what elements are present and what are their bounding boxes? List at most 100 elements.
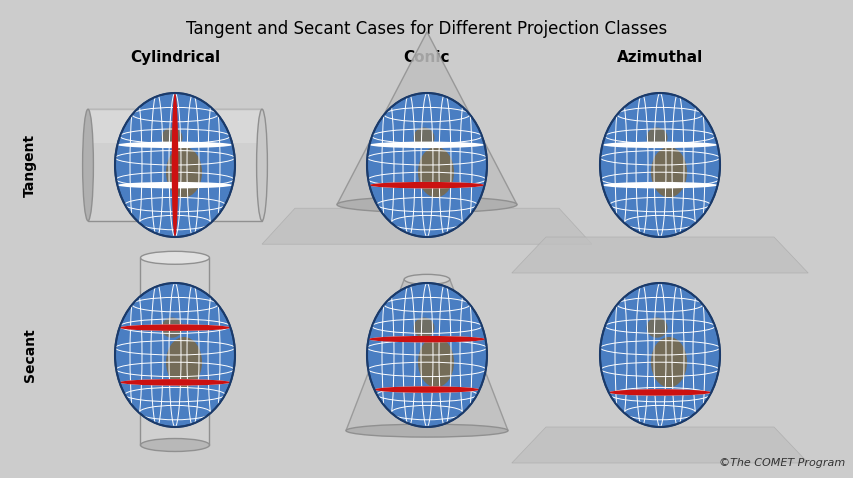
Ellipse shape xyxy=(367,283,486,427)
Ellipse shape xyxy=(115,283,235,427)
Ellipse shape xyxy=(119,325,230,331)
Text: Azimuthal: Azimuthal xyxy=(616,50,702,65)
Text: Tangent: Tangent xyxy=(23,133,37,196)
Ellipse shape xyxy=(256,109,267,221)
Ellipse shape xyxy=(115,93,235,237)
Ellipse shape xyxy=(600,93,719,237)
Ellipse shape xyxy=(117,141,232,148)
Ellipse shape xyxy=(367,93,486,237)
Text: Tangent and Secant Cases for Different Projection Classes: Tangent and Secant Cases for Different P… xyxy=(186,20,667,38)
Ellipse shape xyxy=(600,283,719,427)
Ellipse shape xyxy=(367,283,486,427)
Ellipse shape xyxy=(367,93,486,237)
Ellipse shape xyxy=(369,182,484,188)
Ellipse shape xyxy=(600,93,719,237)
Ellipse shape xyxy=(600,93,719,237)
Ellipse shape xyxy=(115,93,235,237)
Ellipse shape xyxy=(367,283,486,427)
Bar xyxy=(88,109,262,142)
Ellipse shape xyxy=(115,93,235,237)
Ellipse shape xyxy=(115,283,235,427)
Polygon shape xyxy=(345,280,508,431)
Ellipse shape xyxy=(374,386,479,393)
Ellipse shape xyxy=(600,93,719,237)
Text: ©The COMET Program: ©The COMET Program xyxy=(718,458,844,468)
Ellipse shape xyxy=(600,283,719,427)
Ellipse shape xyxy=(115,283,235,427)
Ellipse shape xyxy=(413,317,434,338)
Ellipse shape xyxy=(119,379,230,386)
Ellipse shape xyxy=(115,93,235,237)
Ellipse shape xyxy=(367,93,486,237)
Ellipse shape xyxy=(601,141,717,148)
Ellipse shape xyxy=(367,93,486,237)
Ellipse shape xyxy=(115,283,235,427)
Ellipse shape xyxy=(367,93,486,237)
Ellipse shape xyxy=(115,283,235,427)
Ellipse shape xyxy=(165,337,202,387)
Ellipse shape xyxy=(600,93,719,237)
Ellipse shape xyxy=(600,283,719,427)
Ellipse shape xyxy=(367,283,486,427)
Ellipse shape xyxy=(115,283,235,427)
Ellipse shape xyxy=(369,182,484,188)
Ellipse shape xyxy=(367,93,486,237)
Ellipse shape xyxy=(600,283,719,427)
Ellipse shape xyxy=(403,274,450,284)
Ellipse shape xyxy=(600,283,719,427)
Ellipse shape xyxy=(600,283,719,427)
Ellipse shape xyxy=(141,438,209,452)
Ellipse shape xyxy=(115,283,235,427)
Ellipse shape xyxy=(115,283,235,427)
Ellipse shape xyxy=(367,283,486,427)
Ellipse shape xyxy=(367,93,486,237)
Ellipse shape xyxy=(367,283,486,427)
Polygon shape xyxy=(511,237,807,273)
Ellipse shape xyxy=(600,283,719,427)
Ellipse shape xyxy=(115,283,235,427)
Ellipse shape xyxy=(608,389,711,396)
Ellipse shape xyxy=(367,93,486,237)
Ellipse shape xyxy=(367,283,486,427)
Ellipse shape xyxy=(600,93,719,237)
Ellipse shape xyxy=(650,147,686,197)
Ellipse shape xyxy=(115,283,235,427)
Ellipse shape xyxy=(367,283,486,427)
Ellipse shape xyxy=(601,182,717,188)
Ellipse shape xyxy=(161,317,183,338)
Ellipse shape xyxy=(600,283,719,427)
Ellipse shape xyxy=(115,93,235,237)
Ellipse shape xyxy=(367,283,486,427)
Ellipse shape xyxy=(367,93,486,237)
Ellipse shape xyxy=(115,283,235,427)
Polygon shape xyxy=(337,32,516,205)
Ellipse shape xyxy=(115,283,235,427)
Ellipse shape xyxy=(115,93,235,237)
Ellipse shape xyxy=(367,283,486,427)
Ellipse shape xyxy=(115,283,235,427)
Ellipse shape xyxy=(337,196,516,213)
Bar xyxy=(141,258,209,445)
Ellipse shape xyxy=(600,93,719,237)
Ellipse shape xyxy=(115,93,235,237)
Ellipse shape xyxy=(367,93,486,237)
Ellipse shape xyxy=(117,182,232,188)
Ellipse shape xyxy=(367,93,486,237)
Ellipse shape xyxy=(115,283,235,427)
Text: Secant: Secant xyxy=(23,328,37,382)
Ellipse shape xyxy=(413,128,434,148)
Ellipse shape xyxy=(119,325,230,331)
Ellipse shape xyxy=(115,93,235,237)
Ellipse shape xyxy=(600,93,719,237)
Ellipse shape xyxy=(600,93,719,237)
Ellipse shape xyxy=(600,283,719,427)
Ellipse shape xyxy=(367,283,486,427)
Ellipse shape xyxy=(165,147,202,197)
Ellipse shape xyxy=(600,93,719,237)
Ellipse shape xyxy=(367,283,486,427)
Ellipse shape xyxy=(600,93,719,237)
Ellipse shape xyxy=(600,283,719,427)
Ellipse shape xyxy=(368,336,485,342)
Ellipse shape xyxy=(115,93,235,237)
Polygon shape xyxy=(511,427,807,463)
